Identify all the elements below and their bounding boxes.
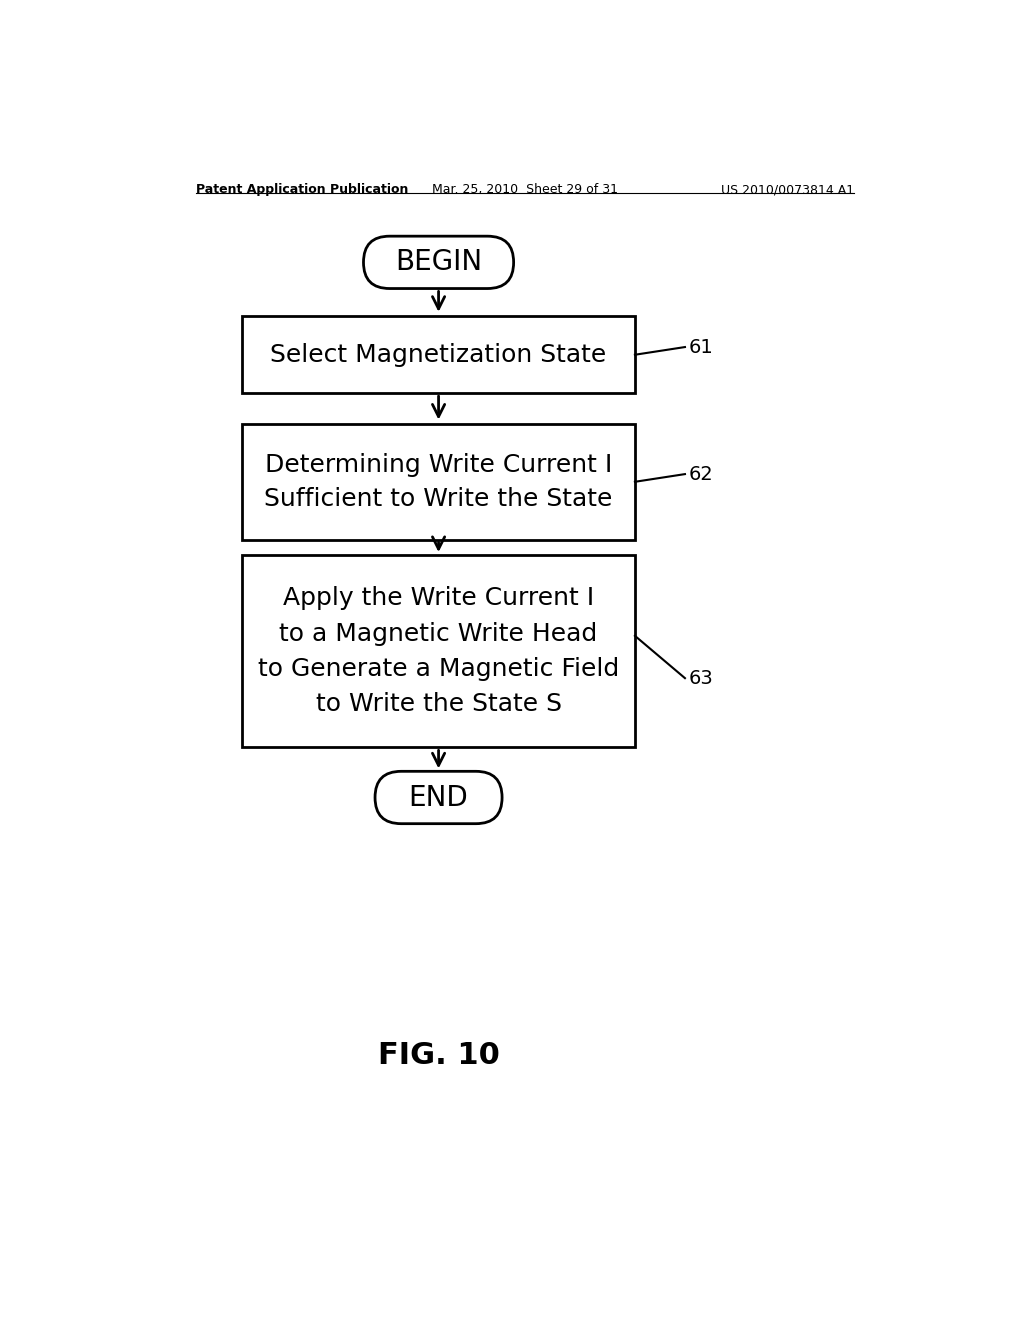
Text: Apply the Write Current I
to a Magnetic Write Head
to Generate a Magnetic Field
: Apply the Write Current I to a Magnetic … bbox=[258, 586, 620, 717]
FancyBboxPatch shape bbox=[364, 236, 514, 289]
Text: US 2010/0073814 A1: US 2010/0073814 A1 bbox=[721, 183, 854, 197]
Text: Select Magnetization State: Select Magnetization State bbox=[270, 343, 606, 367]
Text: Patent Application Publication: Patent Application Publication bbox=[196, 183, 409, 197]
Text: BEGIN: BEGIN bbox=[395, 248, 482, 276]
Text: Determining Write Current I
Sufficient to Write the State: Determining Write Current I Sufficient t… bbox=[264, 453, 612, 511]
FancyBboxPatch shape bbox=[375, 771, 502, 824]
Bar bbox=[243, 317, 635, 393]
Text: END: END bbox=[409, 784, 468, 812]
Text: FIG. 10: FIG. 10 bbox=[378, 1041, 500, 1071]
Text: 61: 61 bbox=[689, 338, 714, 356]
Bar bbox=[243, 554, 635, 747]
Text: 62: 62 bbox=[689, 465, 714, 483]
Text: 63: 63 bbox=[689, 669, 714, 688]
Bar bbox=[243, 424, 635, 540]
Text: Mar. 25, 2010  Sheet 29 of 31: Mar. 25, 2010 Sheet 29 of 31 bbox=[432, 183, 617, 197]
